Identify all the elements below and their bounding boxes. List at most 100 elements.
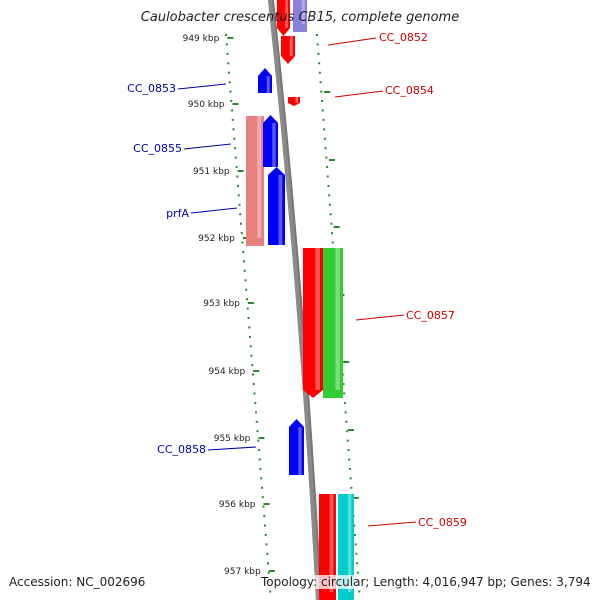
guide-dot: [240, 232, 243, 235]
guide-dot: [353, 533, 356, 536]
guide-dot: [346, 439, 349, 442]
gene-body: [293, 0, 307, 32]
gene-label-leader: [177, 83, 227, 90]
guide-dot: [257, 439, 260, 442]
guide-dot: [245, 288, 248, 291]
gene-glyph-CC_0855: [263, 115, 278, 167]
gene-body: [303, 248, 323, 398]
guide-dot: [269, 590, 272, 593]
gene-glyph-pink-feature: [246, 116, 264, 246]
guide-dot: [237, 184, 239, 187]
guide-dot: [267, 562, 269, 565]
guide-dot: [258, 458, 261, 461]
guide-dot: [239, 213, 242, 216]
genome-stats-label: Topology: circular; Length: 4,016,947 bp…: [261, 575, 591, 589]
guide-dot: [255, 420, 258, 423]
guide-dot: [330, 222, 333, 225]
guide-dot: [249, 335, 251, 338]
guide-dot: [236, 175, 239, 178]
gene-glyph-CC_0858: [289, 419, 304, 475]
guide-dot: [345, 420, 348, 423]
guide-dot: [250, 354, 253, 357]
gene-body: [246, 116, 264, 246]
guide-dot: [246, 298, 248, 301]
ruler-label: 957 kbp: [224, 567, 261, 577]
guide-dot: [249, 345, 252, 348]
guide-dot: [356, 562, 359, 565]
guide-dot: [262, 505, 265, 508]
guide-dot: [233, 137, 236, 140]
gene-highlight: [329, 494, 334, 592]
guide-dot: [261, 496, 264, 499]
guide-dot: [325, 156, 328, 159]
guide-dot: [255, 411, 257, 414]
guide-dot: [225, 34, 227, 36]
guide-dot: [252, 383, 255, 386]
gene-label-leader: [334, 90, 384, 98]
gene-label-prfA: prfA: [166, 207, 189, 220]
gene-body: [338, 494, 354, 600]
gene-body: [268, 167, 285, 245]
gene-glyph-CC_0852: [281, 36, 295, 64]
guide-dot: [247, 317, 250, 319]
guide-dot: [344, 411, 347, 414]
guide-dot: [349, 477, 352, 480]
guide-dot: [326, 166, 329, 169]
guide-dot: [240, 222, 242, 225]
ruler-label: 956 kbp: [219, 500, 256, 510]
guide-dot: [229, 90, 232, 93]
gene-label-CC_0853: CC_0853: [127, 82, 176, 95]
gene-glyph-green: [323, 248, 343, 398]
guide-dot: [264, 524, 266, 527]
guide-dot: [321, 100, 324, 103]
gene-label-leader: [190, 207, 238, 214]
guide-dot: [256, 430, 259, 433]
gene-label-CC_0859: CC_0859: [418, 516, 467, 529]
guide-dot: [254, 401, 257, 404]
gene-body: [323, 248, 343, 398]
guide-dot: [237, 194, 240, 197]
guide-dot: [248, 326, 251, 329]
guide-dot: [323, 128, 326, 131]
guide-dot: [238, 203, 241, 206]
ruler-label: 952 kbp: [198, 234, 235, 244]
guide-dot: [331, 241, 334, 244]
guide-dot: [343, 401, 346, 404]
guide-dot: [264, 533, 267, 536]
gene-highlight: [295, 97, 299, 103]
gene-highlight: [266, 76, 270, 93]
guide-dot: [258, 449, 260, 452]
guide-dot: [328, 203, 331, 206]
gene-highlight: [272, 123, 276, 167]
guide-dot: [225, 43, 228, 46]
ruler-label: 954 kbp: [209, 367, 246, 377]
guide-dot: [235, 166, 238, 169]
guide-dot: [323, 137, 326, 140]
guide-dot: [353, 524, 356, 527]
gene-highlight: [335, 248, 340, 390]
guide-dot: [348, 458, 351, 461]
ruler-label: 950 kbp: [188, 100, 225, 110]
gene-highlight: [298, 427, 302, 475]
gene-body: [289, 419, 304, 475]
guide-dot: [228, 71, 230, 74]
guide-dot: [322, 118, 325, 121]
gene-label-CC_0854: CC_0854: [385, 84, 434, 97]
guide-dot: [230, 100, 233, 103]
guide-dot: [347, 449, 350, 452]
guide-dot: [331, 232, 334, 235]
guide-dot: [358, 590, 361, 593]
guide-dot: [324, 147, 327, 150]
gene-highlight: [301, 0, 305, 24]
gene-glyph-top-purple: [293, 0, 307, 32]
gene-label-leader: [367, 521, 417, 527]
guide-dot: [316, 34, 318, 36]
gene-label-CC_0852: CC_0852: [379, 31, 428, 44]
gene-highlight: [278, 175, 283, 245]
guide-dot: [318, 71, 321, 74]
guide-dot: [234, 147, 236, 150]
guide-dot: [253, 392, 256, 395]
gene-glyph-CC_0859: [319, 494, 336, 600]
